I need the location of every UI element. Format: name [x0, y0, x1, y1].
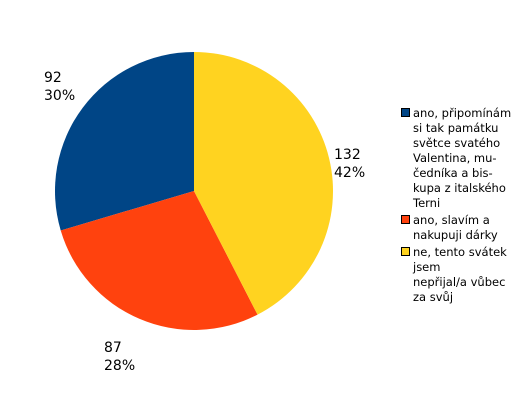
pie-slice-b: [60, 191, 258, 331]
data-label-value-a: 92: [44, 70, 62, 86]
legend-swatch-b: [401, 215, 410, 224]
data-label-percent-b: 28%: [104, 358, 135, 374]
legend-item-c: ne, tento svátek jsem nepřijal/a vůbec z…: [401, 245, 529, 305]
pie-slice-c: [194, 51, 334, 315]
legend-swatch-a: [401, 108, 410, 117]
data-label-value-b: 87: [104, 340, 122, 356]
pie-slices: [54, 51, 334, 331]
data-label-percent-c: 42%: [334, 165, 365, 181]
legend-item-a: ano, připomínám si tak památku světce sv…: [401, 106, 529, 211]
data-label-percent-a: 30%: [44, 88, 75, 104]
legend-label-c: ne, tento svátek jsem nepřijal/a vůbec z…: [413, 245, 507, 304]
legend-item-b: ano, slavím a nakupuji dárky: [401, 213, 529, 243]
pie-slice-a: [54, 52, 194, 231]
legend-label-a: ano, připomínám si tak památku světce sv…: [413, 106, 512, 210]
pie-data-labels: 92 30% 87 28% 132 42%: [44, 70, 365, 374]
legend-label-b: ano, slavím a nakupuji dárky: [413, 213, 498, 242]
data-label-value-c: 132: [334, 147, 361, 163]
chart-legend: ano, připomínám si tak památku světce sv…: [401, 106, 529, 307]
legend-swatch-c: [401, 247, 410, 256]
